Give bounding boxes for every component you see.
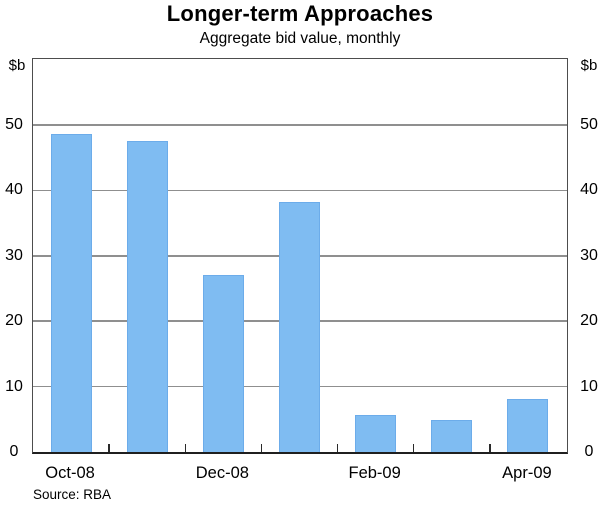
x-axis-tick xyxy=(412,444,415,452)
y-tick-label-left-10: 10 xyxy=(5,377,23,395)
y-tick-label-left-20: 20 xyxy=(5,312,23,330)
y-tick-label-right-10: 10 xyxy=(580,377,598,395)
x-tick-label-Oct-08: Oct-08 xyxy=(45,464,95,482)
y-tick-label-right-20: 20 xyxy=(580,312,598,330)
y-tick-label-left-30: 30 xyxy=(5,246,23,264)
bar-Dec-08 xyxy=(202,274,244,452)
bar-Jan-09 xyxy=(279,202,320,452)
chart-title: Longer-term Approaches xyxy=(166,1,434,26)
source-note: Source: RBA xyxy=(33,487,112,502)
y-tick-label-right-40: 40 xyxy=(580,181,598,199)
x-axis-tick xyxy=(108,444,110,452)
y-axis-unit-left: $b xyxy=(8,57,26,74)
x-tick-label-Dec-08: Dec-08 xyxy=(195,464,249,482)
y-tick-label-left-0: 0 xyxy=(9,443,19,460)
x-axis-tick xyxy=(336,444,339,452)
chart-subtitle: Aggregate bid value, monthly xyxy=(199,30,401,47)
x-axis-tick xyxy=(184,444,187,452)
x-tick-label-Feb-09: Feb-09 xyxy=(348,464,401,482)
y-axis-labels-left: 0 10 20 30 40 50 xyxy=(0,58,28,460)
bar-Nov-08 xyxy=(126,140,168,452)
y-axis-unit-right: $b xyxy=(580,57,598,74)
bar-Mar-09 xyxy=(431,419,473,452)
y-tick-label-right-50: 50 xyxy=(580,115,598,133)
bar-Apr-09 xyxy=(507,399,549,452)
y-axis-labels-right: 0 10 20 30 40 50 xyxy=(575,58,600,460)
x-axis-tick xyxy=(489,444,491,452)
x-tick-label-Apr-09: Apr-09 xyxy=(502,464,552,482)
y-tick-label-left-40: 40 xyxy=(5,181,23,199)
bar-Feb-09 xyxy=(355,414,397,452)
plot-area xyxy=(32,58,568,454)
y-tick-label-right-30: 30 xyxy=(580,246,598,264)
gridline-40 xyxy=(33,189,567,192)
y-tick-label-right-0: 0 xyxy=(584,443,594,460)
x-axis-tick xyxy=(260,444,263,452)
bar-Oct-08 xyxy=(50,134,92,452)
y-tick-label-left-50: 50 xyxy=(5,115,23,133)
gridline-50 xyxy=(33,124,567,126)
